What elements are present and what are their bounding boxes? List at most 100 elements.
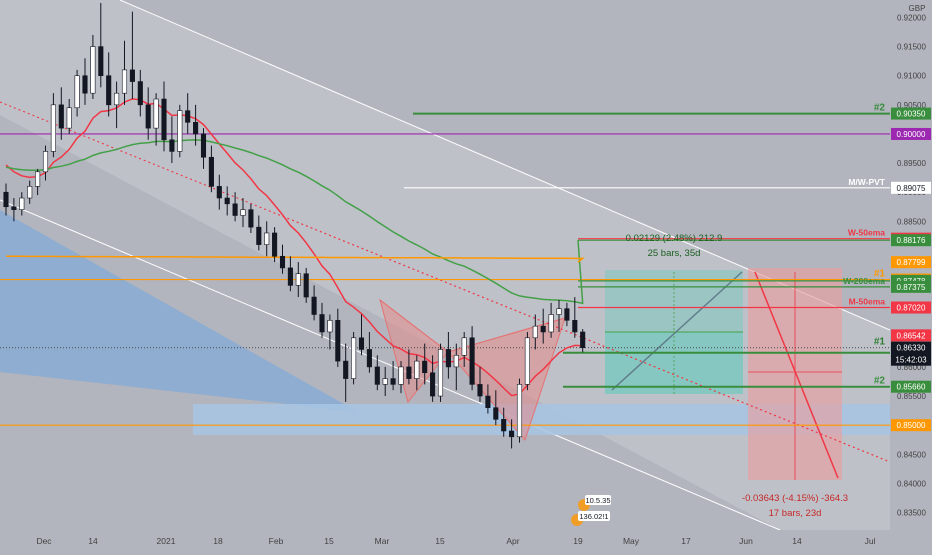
x-tick-label: Jul — [865, 536, 876, 546]
candle-body — [390, 378, 396, 385]
candle — [248, 203, 254, 233]
ema-line — [6, 255, 585, 263]
candle — [532, 314, 538, 350]
candle — [580, 329, 586, 353]
candle — [74, 69, 80, 117]
price-tag: 0.85000 — [891, 419, 931, 432]
candle-body — [193, 122, 199, 135]
price-tag-text: 0.90350 — [897, 110, 926, 119]
y-tick-label: 0.89500 — [897, 159, 926, 168]
candle-body — [224, 197, 230, 205]
x-tick-label: 15 — [324, 536, 334, 546]
candle-body — [366, 349, 372, 368]
candle — [200, 128, 207, 169]
price-tag: 0.90000 — [891, 127, 931, 140]
x-tick-label: 14 — [88, 536, 98, 546]
price-tag: 0.86542 — [891, 329, 931, 342]
candle-body — [351, 337, 357, 379]
candle — [319, 302, 325, 338]
candle — [208, 145, 214, 193]
candle — [509, 419, 515, 449]
price-tag-bg — [891, 107, 931, 120]
candle-body — [42, 151, 49, 173]
time-axis[interactable]: Dec 14 2021 18 Feb 15 Mar 15 Apr 19 May 17 Jun 14 Jul — [0, 530, 890, 550]
candle-body — [422, 360, 428, 374]
candle — [185, 93, 191, 134]
candle — [556, 299, 562, 332]
candle-body — [129, 69, 135, 82]
candle — [414, 355, 420, 391]
candle-body — [477, 384, 483, 397]
candle-body — [493, 407, 499, 420]
y-tick-label: 0.90500 — [897, 101, 926, 110]
x-tick-label: May — [623, 536, 640, 546]
candle-body — [445, 349, 451, 368]
candle — [524, 331, 530, 391]
candle — [66, 99, 72, 134]
candle — [82, 58, 88, 105]
candle-body — [121, 69, 128, 94]
harmonic-pattern-xb — [379, 299, 449, 353]
x-tick-label: Dec — [36, 536, 52, 546]
short-projection-label: -0.03643 (-4.15%) -364.3 — [742, 493, 848, 504]
candle — [453, 343, 459, 391]
candle — [477, 366, 483, 402]
candle — [35, 168, 41, 196]
candle-body — [406, 366, 412, 379]
candle — [485, 384, 491, 414]
event-badge[interactable]: 136.02!1 — [571, 511, 610, 526]
candle-body — [3, 191, 9, 208]
ema-line — [5, 139, 584, 305]
price-tag-text: 0.85000 — [897, 421, 926, 430]
price-tag-bg — [891, 329, 931, 342]
candle — [27, 180, 33, 204]
candle-body — [264, 232, 270, 245]
candle-body — [279, 255, 286, 269]
x-tick-label: Feb — [269, 536, 284, 546]
price-level-label: #1 — [874, 337, 886, 348]
candle — [374, 355, 380, 391]
price-tag-text: 0.87020 — [897, 304, 926, 313]
candle-body — [414, 360, 420, 379]
price-tag-text: 0.90000 — [897, 130, 926, 139]
blue-triangle-zone — [0, 210, 358, 412]
ema-line — [5, 98, 583, 397]
price-tag-text: 0.89075 — [897, 184, 926, 193]
y-tick-label: 0.88500 — [897, 217, 926, 226]
price-tag-bg — [891, 380, 931, 393]
price-level-label: W-200ema — [843, 276, 885, 286]
candle — [501, 407, 507, 437]
candle — [572, 297, 578, 338]
candle-body — [287, 267, 293, 286]
price-level-label: M/W-PVT — [848, 177, 885, 187]
price-tags: 0.903500.900000.890750.882020.881760.877… — [891, 107, 931, 432]
candles — [3, 2, 586, 449]
candle-body — [185, 110, 191, 123]
candle — [153, 93, 159, 146]
candle-body — [216, 186, 222, 199]
candle-body — [540, 325, 546, 333]
price-tag-bg — [891, 419, 931, 432]
y-tick-label: 0.91500 — [897, 43, 926, 52]
candle-body — [66, 107, 72, 129]
candle — [232, 192, 238, 222]
candle — [264, 221, 270, 257]
candle-body — [82, 75, 88, 94]
candle — [256, 215, 262, 251]
candle-body — [50, 104, 56, 152]
price-tag-text: 0.85660 — [897, 383, 926, 392]
price-tag: 0.87375 — [891, 280, 931, 293]
short-projection-arrow — [754, 271, 839, 479]
candle-body — [548, 314, 554, 333]
price-tag-bg — [891, 301, 931, 314]
candle-body — [485, 395, 491, 408]
short-projection-label-2: 17 bars, 23d — [769, 508, 822, 519]
event-badge[interactable]: 10.5.35 — [578, 495, 611, 511]
candle — [516, 378, 523, 443]
candle — [335, 308, 341, 367]
candle-body — [319, 314, 325, 333]
candle — [437, 343, 444, 402]
